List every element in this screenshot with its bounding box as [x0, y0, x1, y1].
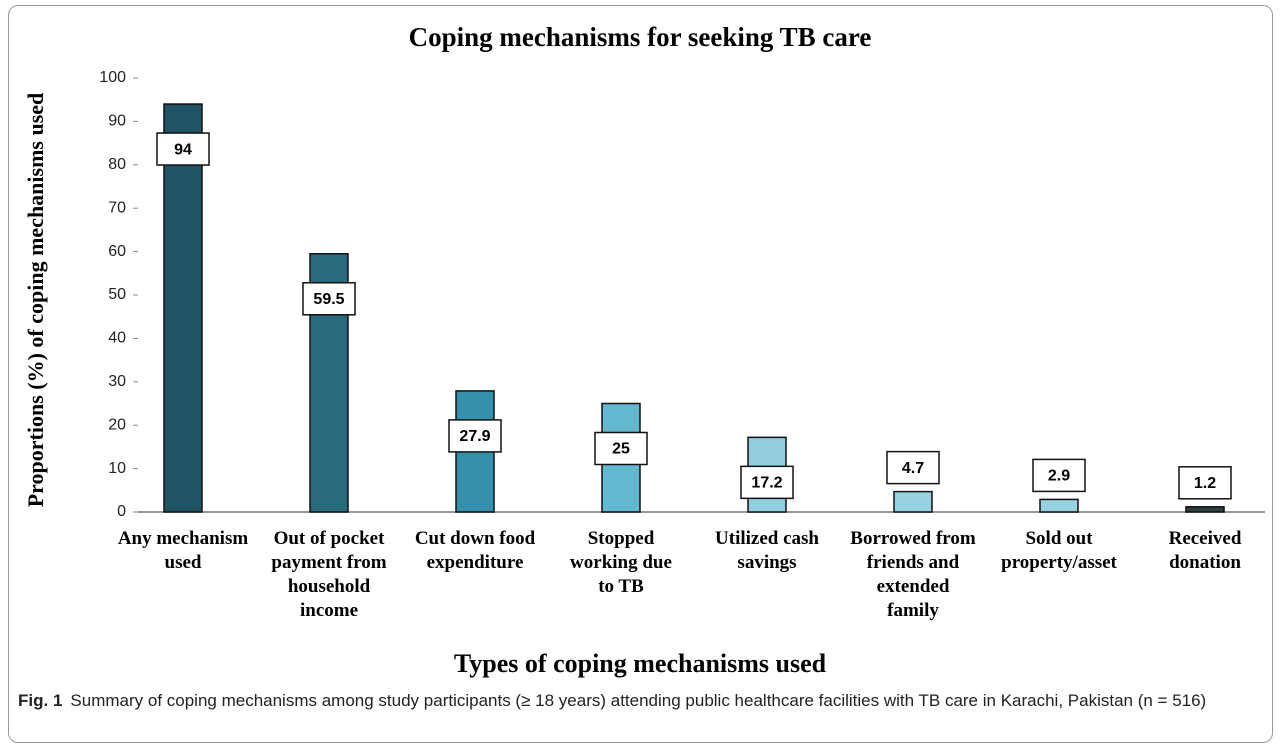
- value-label: 4.7: [902, 460, 924, 477]
- x-tick-label: Out of pocket payment from household income: [271, 528, 386, 621]
- y-tick-label: 90: [108, 113, 126, 130]
- x-tick-label: Cut down food expenditure: [415, 528, 536, 573]
- x-tick-label: Received donation: [1169, 528, 1242, 573]
- y-tick-label: 100: [99, 69, 126, 86]
- y-tick-label: 70: [108, 199, 126, 216]
- caption: Fig. 1 Summary of coping mechanisms among…: [18, 688, 1258, 713]
- value-label-box: [740, 465, 794, 500]
- bar: [163, 103, 203, 513]
- x-tick-label: Sold out property/asset: [1001, 528, 1117, 573]
- bar: [1185, 506, 1225, 513]
- x-axis-title: Types of coping mechanisms used: [454, 649, 827, 678]
- x-tick-label: Stopped working due to TB: [570, 528, 672, 597]
- value-label: 17.2: [751, 475, 782, 492]
- value-label-box: [1032, 458, 1086, 493]
- value-label: 59.5: [313, 291, 344, 308]
- y-tick-label: 0: [117, 503, 126, 520]
- value-label: 27.9: [459, 428, 490, 445]
- x-tick-label: Any mechanism used: [118, 528, 249, 573]
- y-tick-label: 30: [108, 373, 126, 390]
- chart: Coping mechanisms for seeking TB care Pr…: [23, 22, 1265, 678]
- y-tick-label: 60: [108, 243, 126, 260]
- value-label: 25: [612, 441, 630, 458]
- value-label-box: [594, 431, 648, 466]
- value-label-box: [1178, 466, 1232, 500]
- x-tick-label: Borrowed from friends and extended family: [850, 528, 976, 621]
- value-label: 94: [174, 141, 192, 158]
- chart-title: Coping mechanisms for seeking TB care: [409, 22, 872, 52]
- value-label: 2.9: [1048, 468, 1070, 485]
- y-tick-label: 10: [108, 460, 126, 477]
- value-label-box: [448, 419, 502, 453]
- y-tick-label: 40: [108, 330, 126, 347]
- caption-label: Fig. 1: [18, 691, 63, 710]
- value-label-box: [302, 282, 356, 316]
- caption-text: Summary of coping mechanisms among study…: [70, 691, 1207, 710]
- y-axis-title: Proportions (%) of coping mechanisms use…: [23, 93, 48, 508]
- value-label: 1.2: [1194, 475, 1216, 492]
- x-tick-label: Utilized cash savings: [715, 528, 819, 573]
- y-tick-label: 20: [108, 416, 126, 433]
- bar: [893, 490, 933, 513]
- y-tick-label: 80: [108, 156, 126, 173]
- y-tick-label: 50: [108, 286, 126, 303]
- value-label-box: [886, 450, 940, 485]
- value-label-box: [156, 132, 210, 166]
- bar: [1039, 498, 1079, 513]
- figure-frame: [8, 5, 1273, 743]
